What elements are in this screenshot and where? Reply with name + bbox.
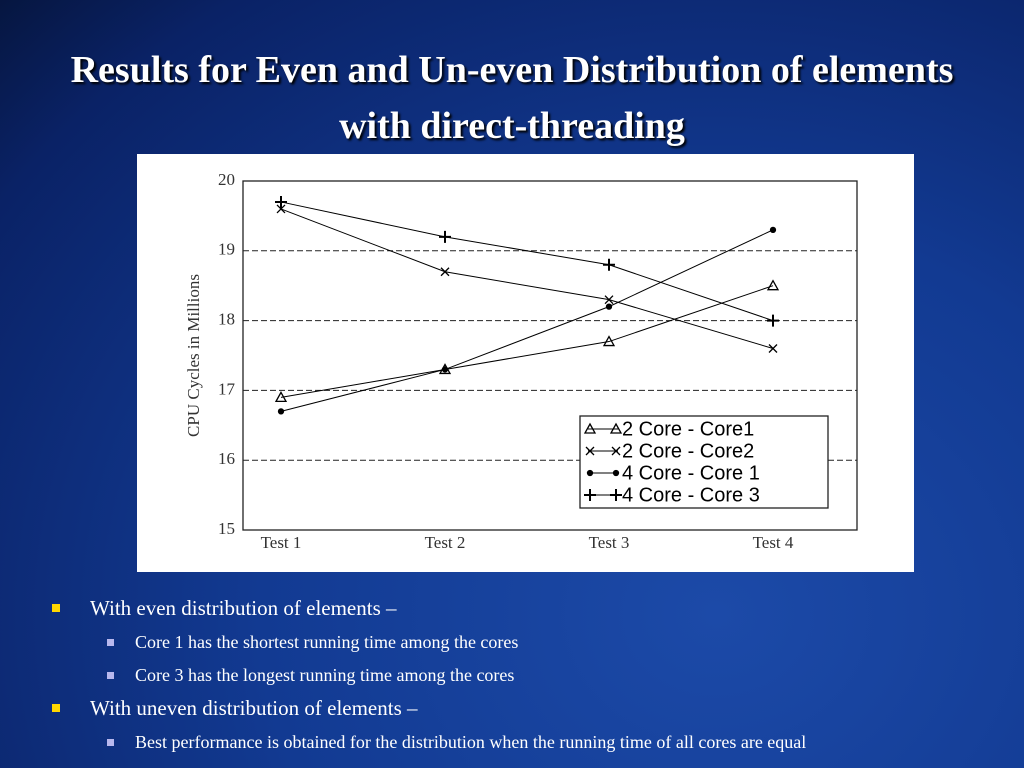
x-tick-label: Test 1: [261, 533, 302, 552]
legend-label: 2 Core - Core1: [622, 418, 754, 440]
x-tick-label: Test 3: [589, 533, 630, 552]
data-point: [769, 226, 777, 234]
legend-marker: [611, 446, 621, 456]
y-tick-label: 20: [218, 170, 235, 189]
data-point: [767, 314, 779, 327]
data-point: [768, 344, 778, 353]
bullet-list: With even distribution of elements – Core…: [0, 594, 1024, 761]
legend-box: [579, 415, 829, 509]
legend-marker: [586, 469, 594, 477]
y-tick-label: 16: [218, 449, 235, 468]
y-tick-label: 17: [218, 379, 236, 398]
x-tick-label: Test 2: [425, 533, 466, 552]
data-point: [274, 391, 288, 403]
legend-label: 4 Core - Core 3: [622, 484, 760, 506]
data-point: [441, 366, 449, 373]
bullet: With uneven distribution of elements –: [0, 694, 1024, 728]
data-point: [440, 267, 450, 277]
data-point: [277, 408, 285, 415]
y-tick-label: 18: [218, 310, 235, 329]
y-tick-label: 15: [218, 519, 235, 538]
chart-panel: 15 16 17 18 19 20 CPU Cycles in Millions Test 1…: [137, 154, 914, 572]
data-point: [604, 295, 614, 305]
series-line: [280, 229, 774, 412]
sub-bullet: Best performance is obtained for the dis…: [0, 728, 1024, 761]
y-axis-label: CPU Cycles in Millions: [184, 274, 203, 437]
legend-marker: [584, 489, 596, 501]
series-line: [280, 208, 774, 349]
y-tick-label: 19: [218, 240, 235, 259]
series-line: [280, 201, 774, 322]
data-point: [766, 279, 780, 291]
data-point: [276, 204, 286, 214]
legend-marker: [583, 422, 597, 434]
sub-bullet: Core 1 has the shortest running time amo…: [0, 628, 1024, 661]
data-point: [602, 335, 616, 347]
legend-marker: [609, 422, 623, 434]
legend-label: 4 Core - Core 1: [622, 462, 760, 484]
series-line: [280, 285, 774, 398]
slide-title: Results for Even and Un-even Distributio…: [70, 49, 954, 147]
x-tick-label: Test 4: [753, 533, 794, 552]
bullet: With even distribution of elements –: [0, 594, 1024, 628]
data-point: [275, 195, 287, 208]
chart: 15 16 17 18 19 20 CPU Cycles in Millions Test 1…: [184, 170, 858, 552]
plot-frame: [242, 180, 858, 531]
legend-label: 2 Core - Core2: [622, 440, 754, 462]
data-point: [605, 303, 613, 310]
sub-bullet: Core 3 has the longest running time amon…: [0, 661, 1024, 694]
data-point: [603, 258, 615, 271]
legend-marker: [612, 469, 620, 477]
legend-marker: [610, 489, 622, 501]
data-point: [439, 230, 451, 243]
legend-marker: [585, 446, 595, 456]
